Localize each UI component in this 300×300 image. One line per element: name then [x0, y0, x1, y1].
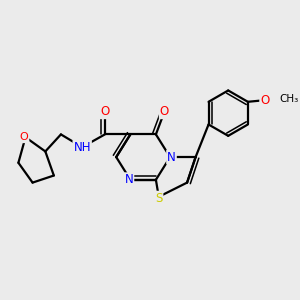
Text: CH₃: CH₃	[279, 94, 298, 104]
Text: O: O	[20, 132, 28, 142]
Text: S: S	[155, 192, 162, 205]
Text: O: O	[160, 105, 169, 118]
Text: N: N	[167, 151, 176, 164]
Text: N: N	[124, 173, 133, 186]
Text: NH: NH	[74, 141, 91, 154]
Text: O: O	[100, 105, 110, 118]
Text: O: O	[260, 94, 269, 107]
